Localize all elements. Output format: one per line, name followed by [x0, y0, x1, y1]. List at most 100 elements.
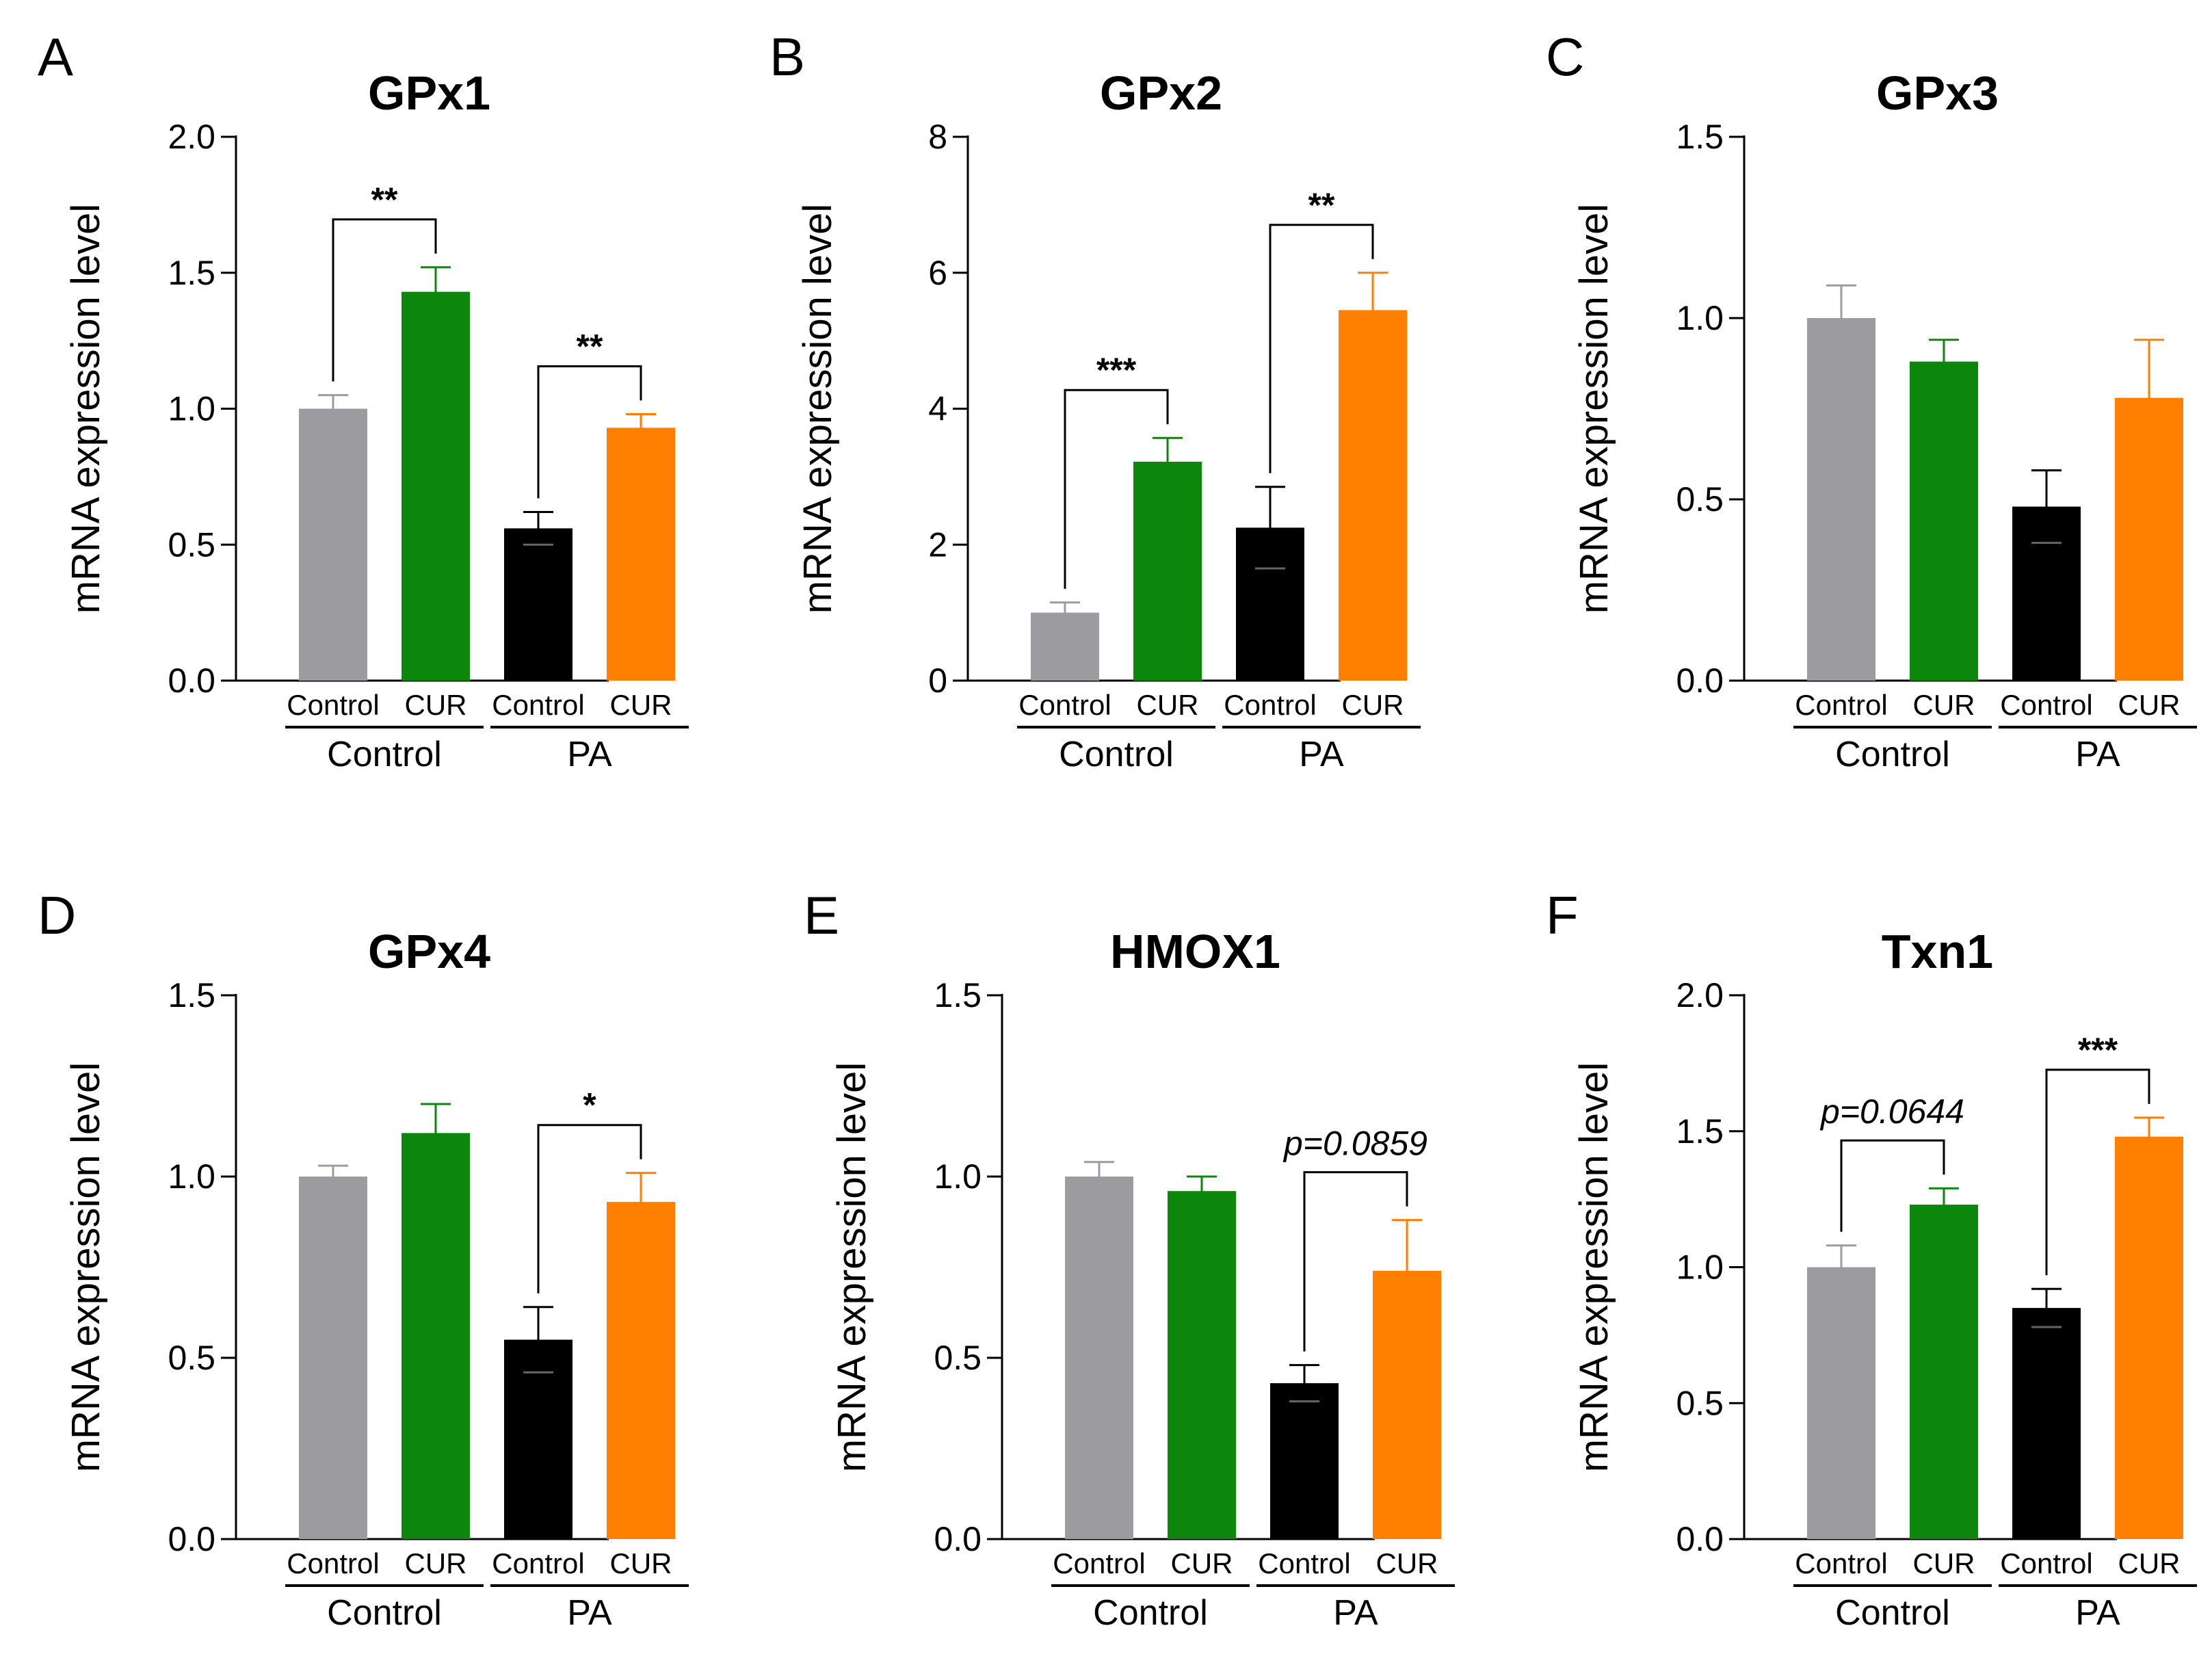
y-tick-label: 1.5 — [1676, 118, 1724, 156]
significance-bracket — [332, 218, 437, 382]
y-tick-label: 0 — [928, 661, 947, 700]
y-tick-label: 0.5 — [1676, 1384, 1724, 1422]
x-category-label: Control — [1795, 689, 1887, 721]
significance-bracket — [1303, 1171, 1408, 1352]
group-label: Control — [327, 735, 442, 774]
y-axis-label: mRNA expression level — [830, 1062, 874, 1473]
group-label: PA — [1299, 735, 1344, 774]
chart-title: GPx3 — [1876, 66, 1999, 120]
chart-title: GPx2 — [1100, 66, 1222, 120]
p-value-label: p=0.0859 — [1282, 1125, 1427, 1163]
y-tick-label: 0.5 — [1676, 480, 1724, 518]
group-label: Control — [1835, 1593, 1950, 1633]
bar — [1270, 1383, 1339, 1539]
x-category-label: Control — [1224, 689, 1316, 721]
significance-label: *** — [1096, 351, 1137, 389]
y-tick-label: 0.5 — [168, 525, 215, 564]
x-category-label: Control — [2000, 689, 2092, 721]
bar — [607, 1202, 675, 1539]
significance-label: ** — [577, 327, 603, 365]
y-tick-label: 1.0 — [168, 1157, 215, 1196]
x-category-label: CUR — [1376, 1547, 1438, 1579]
x-category-label: CUR — [2118, 689, 2181, 721]
significance-bracket — [1840, 1139, 1945, 1232]
bar — [1807, 318, 1875, 681]
panel-b: B GPx2 mRNA expression level 0 2 4 6 8 Control CU… — [769, 27, 1421, 774]
panel-letter: F — [1546, 885, 1579, 945]
significance-label: ** — [371, 181, 398, 219]
panel-letter: A — [38, 27, 73, 87]
y-tick-label: 6 — [928, 254, 947, 292]
panel-letter: E — [804, 885, 839, 945]
x-category-label: Control — [492, 689, 584, 721]
x-category-label: Control — [1258, 1547, 1350, 1579]
significance-bracket — [537, 1124, 642, 1294]
panel-d: D GPx4 mRNA expression level 0.0 0.5 1.0 1.5 Co… — [38, 885, 689, 1633]
y-tick-label: 4 — [928, 390, 947, 428]
y-tick-label: 1.5 — [934, 976, 982, 1014]
y-tick-label: 2 — [928, 525, 947, 564]
group-label: PA — [567, 735, 612, 774]
y-tick-label: 0.0 — [1676, 661, 1724, 700]
bar — [401, 1133, 470, 1539]
significance-label: ** — [1308, 186, 1335, 224]
y-axis-label: mRNA expression level — [795, 204, 840, 614]
y-tick-label: 0.0 — [168, 1520, 215, 1558]
x-category-label: CUR — [1137, 689, 1199, 721]
panel-a: A GPx1 mRNA expression level 0.0 0.5 1.0 1.5 2.… — [38, 27, 689, 774]
x-category-label: CUR — [1913, 1547, 1975, 1579]
significance-label: *** — [2078, 1031, 2118, 1069]
x-category-label: Control — [1018, 689, 1111, 721]
panel-letter: D — [38, 885, 76, 945]
bar — [504, 528, 572, 681]
x-category-label: Control — [287, 1547, 379, 1579]
bar — [1168, 1191, 1236, 1539]
group-label: Control — [1835, 735, 1950, 774]
y-tick-label: 1.0 — [934, 1157, 982, 1196]
panel-letter: C — [1546, 27, 1584, 87]
bar — [299, 408, 367, 681]
x-category-label: CUR — [405, 1547, 467, 1579]
significance-bracket — [537, 365, 642, 499]
y-axis-label: mRNA expression level — [1572, 1062, 1616, 1473]
x-category-label: CUR — [1171, 1547, 1233, 1579]
y-tick-label: 8 — [928, 118, 947, 156]
bar — [1339, 310, 1407, 681]
x-category-label: Control — [287, 689, 379, 721]
y-tick-label: 0.0 — [1676, 1520, 1724, 1558]
x-category-label: CUR — [2118, 1547, 2181, 1579]
x-category-label: CUR — [610, 1547, 672, 1579]
chart-title: GPx1 — [368, 66, 490, 120]
y-tick-label: 1.0 — [168, 390, 215, 428]
x-category-label: CUR — [1913, 689, 1975, 721]
significance-bracket — [2045, 1068, 2150, 1276]
bar — [299, 1177, 367, 1539]
chart-title: Txn1 — [1882, 925, 1993, 978]
y-tick-label: 1.5 — [168, 976, 215, 1014]
x-category-label: CUR — [1342, 689, 1404, 721]
y-axis-label: mRNA expression level — [64, 204, 108, 614]
y-tick-label: 0.0 — [168, 661, 215, 700]
bar — [607, 428, 675, 681]
group-label: Control — [327, 1593, 442, 1633]
y-tick-label: 0.5 — [168, 1339, 215, 1377]
chart-title: GPx4 — [368, 925, 490, 978]
y-tick-label: 0.5 — [934, 1339, 982, 1377]
y-tick-label: 1.5 — [1676, 1112, 1724, 1151]
bar — [1910, 1205, 1978, 1539]
group-label: Control — [1059, 735, 1174, 774]
y-axis-label: mRNA expression level — [64, 1062, 108, 1473]
chart-title: HMOX1 — [1110, 925, 1280, 978]
y-tick-label: 0.0 — [934, 1520, 982, 1558]
bar — [2115, 1136, 2183, 1539]
x-category-label: CUR — [610, 689, 672, 721]
y-tick-label: 1.0 — [1676, 299, 1724, 337]
y-tick-label: 1.5 — [168, 254, 215, 292]
group-label: Control — [1093, 1593, 1208, 1633]
y-tick-label: 2.0 — [1676, 976, 1724, 1014]
bar — [1065, 1177, 1133, 1539]
bar — [1910, 361, 1978, 681]
group-label: PA — [567, 1593, 612, 1633]
significance-bracket — [1269, 224, 1374, 473]
